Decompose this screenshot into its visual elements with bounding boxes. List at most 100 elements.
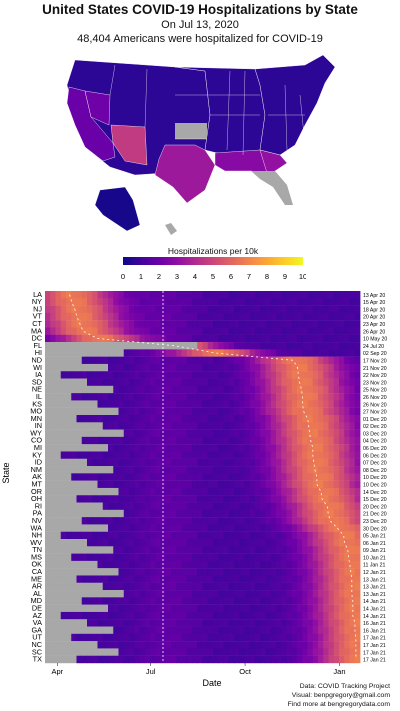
heatmap-cell — [81, 312, 88, 321]
heatmap-cell — [260, 502, 266, 511]
heatmap-cell — [339, 524, 345, 532]
heatmap-cell — [302, 568, 308, 576]
heatmap-cell — [218, 524, 224, 532]
heatmap-cell — [181, 327, 188, 335]
heatmap-cell — [213, 604, 219, 613]
heatmap-cell — [150, 458, 156, 467]
heatmap-cell — [87, 342, 93, 350]
heatmap-cell — [228, 444, 235, 452]
heatmap-cell — [76, 458, 83, 467]
heatmap-cell — [76, 407, 83, 416]
heatmap-cell — [207, 560, 214, 569]
heatmap-cell — [297, 619, 303, 627]
heatmap-cell — [108, 648, 114, 656]
heatmap-cell — [155, 363, 161, 372]
heatmap-cell — [155, 575, 161, 583]
heatmap-cell — [270, 334, 277, 343]
heatmap-cell — [234, 451, 240, 459]
heatmap-cell — [328, 539, 335, 547]
heatmap-cell — [165, 363, 172, 372]
heatmap-cell — [291, 619, 298, 627]
heatmap-cell — [202, 400, 209, 408]
heatmap-cell — [102, 422, 109, 430]
heatmap-cell — [281, 429, 287, 438]
heatmap-cell — [123, 298, 130, 306]
heatmap-cell — [213, 502, 219, 511]
heatmap-cell — [302, 458, 308, 467]
heatmap-cell — [286, 393, 293, 401]
heatmap-cell — [50, 327, 56, 335]
heatmap-cell — [102, 342, 109, 350]
heatmap-cell — [186, 378, 193, 387]
heatmap-cell — [312, 356, 319, 365]
heatmap-cell — [192, 568, 198, 576]
peak-date-label: 17 Jan 21 — [363, 636, 386, 642]
heatmap-cell — [223, 480, 230, 489]
heatmap-cell — [97, 436, 104, 445]
heatmap-cell — [354, 487, 361, 496]
heatmap-cell — [265, 619, 272, 627]
heatmap-cell — [60, 604, 67, 613]
heatmap-cell — [344, 626, 350, 635]
heatmap-cell — [307, 553, 314, 562]
heatmap-cell — [260, 560, 266, 569]
heatmap-cell — [349, 356, 356, 365]
heatmap-cell — [249, 553, 256, 562]
heatmap-cell — [150, 626, 156, 635]
heatmap-cell — [76, 378, 83, 387]
heatmap-cell — [328, 619, 335, 627]
heatmap-cell — [354, 393, 361, 401]
heatmap-cell — [150, 502, 156, 511]
heatmap-cell — [281, 400, 287, 408]
heatmap-cell — [218, 378, 224, 387]
heatmap-cell — [218, 568, 224, 576]
heatmap-cell — [197, 655, 203, 664]
heatmap-cell — [186, 502, 193, 511]
heatmap-cell — [144, 597, 151, 605]
heatmap-cell — [134, 648, 140, 656]
heatmap-cell — [108, 429, 114, 438]
heatmap-cell — [265, 291, 272, 299]
heatmap-cell — [218, 385, 224, 394]
heatmap-cell — [186, 582, 193, 591]
heatmap-cell — [102, 451, 109, 459]
heatmap-cell — [139, 480, 146, 489]
heatmap-cell — [333, 320, 340, 328]
heatmap-cell — [129, 378, 135, 387]
heatmap-cell — [71, 342, 77, 350]
heatmap-cell — [76, 334, 83, 343]
heatmap-cell — [207, 407, 214, 416]
heatmap-cell — [291, 334, 298, 343]
heatmap-cell — [228, 451, 235, 459]
heatmap-cell — [113, 371, 119, 379]
peak-date-label: 13 Jan 21 — [363, 585, 386, 591]
heatmap-cell — [139, 619, 146, 627]
heatmap-cell — [202, 305, 209, 314]
heatmap-cell — [134, 633, 140, 642]
heatmap-cell — [197, 312, 203, 321]
heatmap-cell — [176, 305, 182, 314]
heatmap-cell — [218, 619, 224, 627]
heatmap-cell — [60, 553, 67, 562]
heatmap-cell — [328, 378, 335, 387]
heatmap-cell — [239, 320, 245, 328]
heatmap-cell — [144, 312, 151, 321]
heatmap-cell — [255, 356, 261, 365]
heatmap-cell — [339, 597, 345, 605]
heatmap-cell — [270, 560, 277, 569]
heatmap-cell — [55, 458, 62, 467]
heatmap-cell — [276, 378, 282, 387]
heatmap-cell — [333, 531, 340, 540]
heatmap-cell — [55, 429, 62, 438]
heatmap-cell — [339, 334, 345, 343]
heatmap-cell — [228, 575, 235, 583]
heatmap-cell — [323, 385, 329, 394]
heatmap-cell — [197, 378, 203, 387]
heatmap-cell — [239, 305, 245, 314]
heatmap-cell — [318, 633, 324, 642]
state-label: AR — [32, 582, 42, 591]
heatmap-cell — [312, 429, 319, 438]
heatmap-cell — [123, 604, 130, 613]
heatmap-cell — [228, 568, 235, 576]
heatmap-cell — [55, 356, 62, 365]
